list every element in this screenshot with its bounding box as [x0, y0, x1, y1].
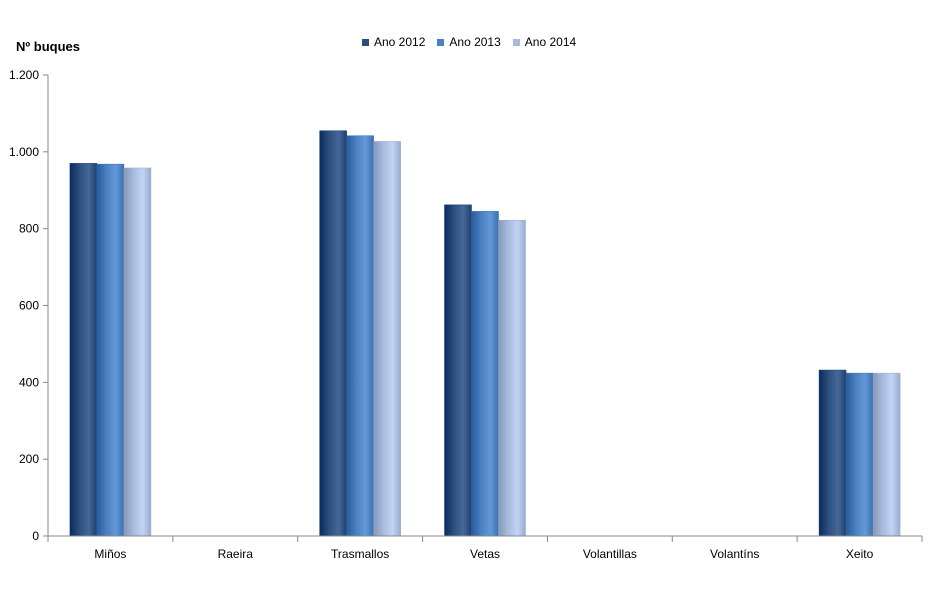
bar	[319, 130, 347, 537]
legend-item-2012: Ano 2012	[362, 35, 425, 49]
bar	[96, 163, 125, 537]
bar	[872, 372, 901, 537]
legend-label-2014: Ano 2014	[524, 35, 577, 49]
bar	[69, 163, 98, 537]
legend-swatch-2013	[437, 38, 445, 46]
legend-item-2013: Ano 2013	[437, 35, 501, 49]
bar	[498, 219, 526, 537]
bars-group	[69, 130, 901, 537]
x-tick-label: Xeito	[846, 547, 874, 561]
x-tick-label: Miños	[94, 547, 126, 561]
y-tick-label: 400	[19, 375, 39, 389]
y-tick-label: 200	[19, 452, 39, 466]
x-tick-label: Volantíns	[710, 547, 759, 561]
legend-swatch-2012	[362, 38, 369, 46]
x-tick-label: Raeira	[218, 547, 254, 561]
legend-label-2013: Ano 2013	[449, 35, 501, 49]
bar	[373, 141, 401, 537]
bar	[471, 211, 499, 537]
y-tick-label: 1.000	[9, 145, 39, 159]
y-tick-label: 1.200	[9, 68, 39, 82]
y-axis-title: Nº buques	[16, 39, 80, 54]
bar	[444, 204, 472, 537]
bar	[845, 372, 874, 537]
legend-item-2014: Ano 2014	[512, 35, 577, 49]
bar	[346, 135, 374, 537]
y-tick-label: 600	[19, 299, 39, 313]
x-tick-label: Trasmallos	[331, 547, 389, 561]
legend-swatch-2014	[512, 38, 520, 46]
y-tick-label: 800	[19, 222, 39, 236]
legend-label-2012: Ano 2012	[374, 35, 426, 49]
y-tick-label: 0	[32, 529, 39, 543]
x-tick-label: Volantillas	[583, 547, 637, 561]
bar	[123, 167, 152, 537]
bar	[818, 369, 847, 537]
axes-group: 0 200 400 600 800 1.000 1.200 Miños Raeira Trasma…	[9, 68, 923, 561]
x-tick-label: Vetas	[470, 547, 500, 561]
legend: Ano 2012 Ano 2013 Ano 2014	[362, 35, 576, 49]
